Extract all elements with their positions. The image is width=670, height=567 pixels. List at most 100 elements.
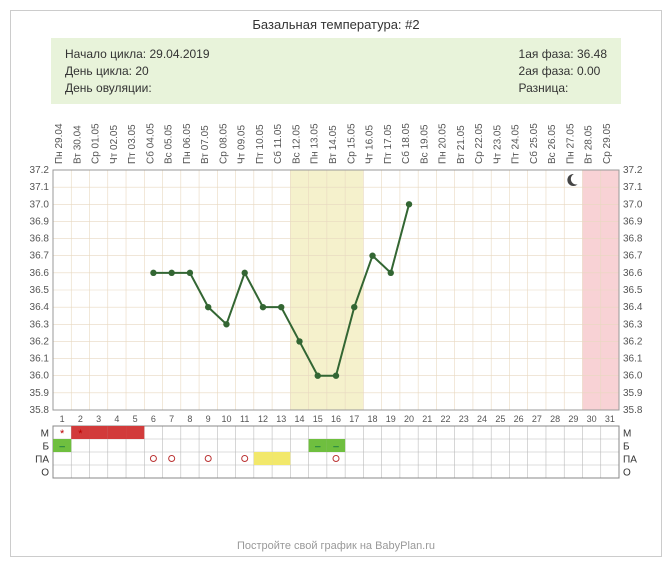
svg-text:36.5: 36.5	[623, 285, 643, 296]
svg-text:–: –	[333, 442, 339, 453]
svg-text:Б: Б	[623, 442, 630, 453]
svg-text:Чт 23.05: Чт 23.05	[492, 125, 503, 164]
info-left: Начало цикла: 29.04.2019 День цикла: 20 …	[65, 46, 210, 96]
svg-text:19: 19	[386, 414, 396, 424]
svg-text:30: 30	[587, 414, 597, 424]
svg-text:3: 3	[96, 414, 101, 424]
chart-svg: 37.237.237.137.137.037.036.936.936.836.8…	[21, 112, 651, 532]
svg-text:36.0: 36.0	[30, 371, 50, 382]
svg-text:Вт 14.05: Вт 14.05	[328, 125, 339, 164]
svg-text:*: *	[60, 428, 65, 440]
svg-text:36.4: 36.4	[30, 303, 50, 314]
svg-text:9: 9	[206, 414, 211, 424]
svg-text:*: *	[78, 428, 83, 440]
svg-text:Вс 26.05: Вс 26.05	[547, 124, 558, 164]
svg-text:Чт 02.05: Чт 02.05	[109, 125, 120, 164]
svg-text:36.8: 36.8	[623, 234, 643, 245]
svg-text:6: 6	[151, 414, 156, 424]
svg-text:М: М	[623, 429, 631, 440]
svg-text:20: 20	[404, 414, 414, 424]
svg-text:16: 16	[331, 414, 341, 424]
svg-text:13: 13	[276, 414, 286, 424]
svg-text:Пт 10.05: Пт 10.05	[255, 124, 266, 164]
svg-text:15: 15	[313, 414, 323, 424]
svg-text:37.0: 37.0	[30, 200, 50, 211]
label-phase1: 1ая фаза:	[519, 47, 574, 61]
svg-text:Вс 12.05: Вс 12.05	[291, 124, 302, 164]
svg-text:36.8: 36.8	[30, 234, 50, 245]
svg-text:Чт 16.05: Чт 16.05	[365, 125, 376, 164]
svg-text:Пн 20.05: Пн 20.05	[438, 123, 449, 164]
svg-text:28: 28	[550, 414, 560, 424]
svg-text:Ср 01.05: Ср 01.05	[91, 123, 102, 164]
svg-text:35.9: 35.9	[30, 388, 50, 399]
svg-text:36.9: 36.9	[623, 217, 643, 228]
svg-text:31: 31	[605, 414, 615, 424]
svg-text:36.2: 36.2	[623, 337, 643, 348]
svg-text:36.0: 36.0	[623, 371, 643, 382]
svg-text:12: 12	[258, 414, 268, 424]
svg-text:35.8: 35.8	[623, 405, 643, 416]
svg-text:37.1: 37.1	[30, 183, 50, 194]
chart-frame: Базальная температура: #2 Начало цикла: …	[10, 10, 662, 557]
svg-text:О: О	[623, 468, 631, 479]
svg-text:Вт 21.05: Вт 21.05	[456, 125, 467, 164]
svg-text:5: 5	[133, 414, 138, 424]
svg-text:36.1: 36.1	[623, 354, 643, 365]
svg-text:О: О	[41, 468, 49, 479]
svg-text:25: 25	[495, 414, 505, 424]
svg-text:24: 24	[477, 414, 487, 424]
svg-text:Сб 11.05: Сб 11.05	[272, 124, 284, 164]
svg-text:17: 17	[349, 414, 359, 424]
svg-text:35.9: 35.9	[623, 388, 643, 399]
svg-text:37.1: 37.1	[623, 183, 643, 194]
svg-text:21: 21	[422, 414, 432, 424]
chart-area: 37.237.237.137.137.037.036.936.936.836.8…	[11, 112, 661, 536]
label-cycle-day: День цикла:	[65, 64, 132, 78]
value-phase2: 0.00	[577, 64, 600, 78]
svg-text:Чт 09.05: Чт 09.05	[237, 125, 248, 164]
label-phase2: 2ая фаза:	[519, 64, 574, 78]
svg-text:10: 10	[221, 414, 231, 424]
svg-text:37.2: 37.2	[30, 165, 50, 176]
footer-text: Постройте свой график на BabyPlan.ru	[11, 536, 661, 556]
svg-text:23: 23	[459, 414, 469, 424]
svg-text:Ср 08.05: Ср 08.05	[218, 123, 229, 164]
svg-text:Пт 24.05: Пт 24.05	[511, 124, 522, 164]
svg-text:Пн 27.05: Пн 27.05	[565, 123, 576, 164]
svg-text:Пт 03.05: Пт 03.05	[127, 124, 138, 164]
value-phase1: 36.48	[577, 47, 607, 61]
svg-text:36.6: 36.6	[623, 268, 643, 279]
svg-text:Б: Б	[42, 442, 49, 453]
svg-text:М: М	[41, 429, 49, 440]
svg-text:36.7: 36.7	[30, 251, 50, 262]
svg-text:36.3: 36.3	[623, 320, 643, 331]
svg-text:27: 27	[532, 414, 542, 424]
svg-text:36.6: 36.6	[30, 268, 50, 279]
svg-text:36.4: 36.4	[623, 303, 643, 314]
svg-text:11: 11	[240, 414, 249, 424]
svg-text:ПА: ПА	[623, 455, 637, 466]
svg-text:26: 26	[514, 414, 524, 424]
svg-text:37.0: 37.0	[623, 200, 643, 211]
svg-text:29: 29	[568, 414, 578, 424]
svg-text:36.7: 36.7	[623, 251, 643, 262]
svg-text:Вт 28.05: Вт 28.05	[584, 125, 595, 164]
svg-text:22: 22	[441, 414, 451, 424]
svg-text:7: 7	[169, 414, 174, 424]
svg-text:Пн 29.04: Пн 29.04	[54, 123, 65, 164]
svg-text:–: –	[315, 442, 321, 453]
svg-text:Ср 22.05: Ср 22.05	[474, 123, 485, 164]
svg-text:Ср 15.05: Ср 15.05	[346, 123, 357, 164]
svg-text:Сб 04.05: Сб 04.05	[144, 123, 156, 164]
svg-text:2: 2	[78, 414, 83, 424]
svg-text:Вс 05.05: Вс 05.05	[164, 124, 175, 164]
svg-text:36.2: 36.2	[30, 337, 50, 348]
svg-text:Ср 29.05: Ср 29.05	[602, 123, 613, 164]
svg-text:ПА: ПА	[35, 455, 49, 466]
svg-text:36.9: 36.9	[30, 217, 50, 228]
svg-text:Пн 06.05: Пн 06.05	[182, 123, 193, 164]
value-cycle-day: 20	[135, 64, 148, 78]
svg-text:36.5: 36.5	[30, 285, 50, 296]
svg-text:14: 14	[294, 414, 304, 424]
